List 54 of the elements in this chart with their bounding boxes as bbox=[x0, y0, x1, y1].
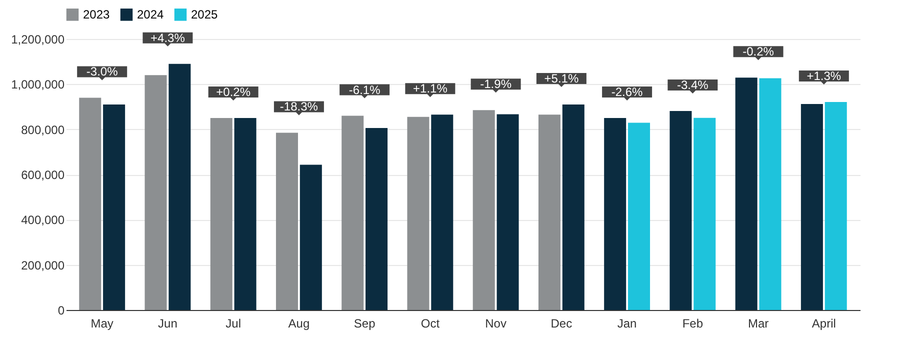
annotation: -2.6% bbox=[611, 85, 644, 100]
bar bbox=[496, 114, 519, 310]
annotation: +1.3% bbox=[806, 69, 842, 84]
y-tick-label: 400,000 bbox=[21, 213, 65, 228]
annotation: +1.1% bbox=[413, 82, 448, 96]
bar bbox=[694, 118, 716, 310]
y-tick-label: 1,200,000 bbox=[11, 32, 65, 46]
bar bbox=[144, 75, 167, 310]
y-tick-label: 800,000 bbox=[21, 122, 65, 137]
bar bbox=[79, 98, 102, 310]
y-tick-label: 1,000,000 bbox=[11, 78, 65, 92]
annotation: -3.4% bbox=[676, 78, 709, 92]
annotation: +5.1% bbox=[544, 71, 579, 86]
bar bbox=[210, 118, 232, 310]
x-tick-label: Sep bbox=[354, 316, 376, 330]
annotation: -6.1% bbox=[348, 82, 381, 97]
annotation: +0.2% bbox=[216, 85, 251, 100]
legend-label: 2023 bbox=[83, 8, 110, 22]
bar bbox=[431, 114, 454, 310]
y-tick-label: 0 bbox=[58, 304, 65, 318]
annotation: +4.3% bbox=[150, 30, 186, 45]
bar bbox=[759, 78, 782, 310]
x-tick-label: Jan bbox=[617, 316, 637, 330]
x-tick-label: Oct bbox=[420, 316, 440, 330]
x-tick-label: Jul bbox=[226, 316, 241, 330]
bar bbox=[562, 104, 584, 310]
bar bbox=[628, 122, 650, 310]
bar bbox=[366, 128, 388, 310]
x-tick-label: Nov bbox=[485, 316, 506, 330]
bar bbox=[168, 64, 191, 310]
x-tick-label: May bbox=[90, 316, 114, 330]
x-tick-label: Dec bbox=[550, 316, 572, 330]
bar bbox=[234, 118, 256, 310]
bar bbox=[824, 102, 847, 310]
bar bbox=[276, 132, 298, 310]
bar bbox=[407, 116, 430, 310]
x-tick-label: Aug bbox=[288, 316, 310, 330]
x-tick-label: Jun bbox=[158, 316, 178, 330]
legend-label: 2024 bbox=[137, 8, 164, 22]
annotation: -1.9% bbox=[480, 77, 512, 92]
legend-label: 2025 bbox=[191, 8, 218, 22]
bar bbox=[103, 104, 126, 310]
annotation: -18.3% bbox=[280, 100, 318, 114]
x-tick-label: April bbox=[812, 316, 836, 330]
y-tick-label: 200,000 bbox=[21, 258, 65, 272]
x-tick-label: Mar bbox=[748, 316, 769, 330]
annotation: -0.2% bbox=[742, 44, 774, 59]
x-tick-label: Feb bbox=[682, 316, 704, 330]
annotation: -3.0% bbox=[86, 64, 118, 79]
bar bbox=[538, 114, 560, 310]
bar bbox=[472, 110, 495, 310]
bar bbox=[342, 116, 364, 310]
y-tick-label: 600,000 bbox=[21, 168, 65, 182]
bar bbox=[300, 164, 322, 310]
